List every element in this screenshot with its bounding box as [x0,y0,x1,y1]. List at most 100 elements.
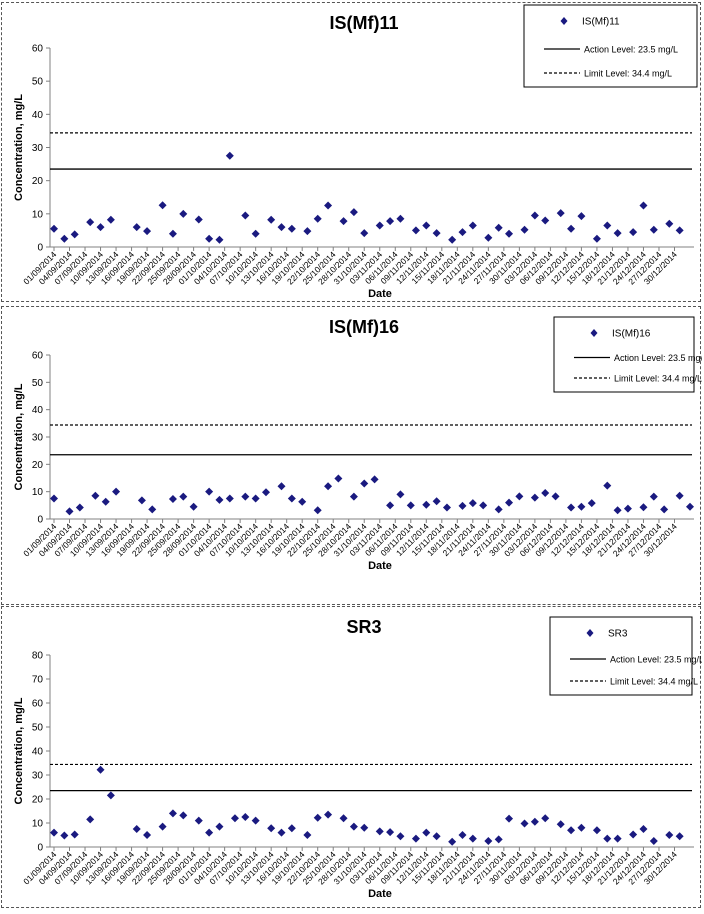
data-point [287,824,296,833]
y-tick-label: 10 [32,487,44,498]
y-tick-label: 70 [32,675,44,686]
legend-action-label: Action Level: 23.5 mg/L [584,45,678,55]
data-point [70,830,79,839]
y-tick-label: 60 [32,699,44,710]
data-point [411,226,420,235]
data-point [251,494,260,503]
x-axis-label: Date [368,288,392,300]
data-point [298,497,307,506]
data-point [505,229,514,238]
legend-box [523,4,698,88]
data-point [189,502,198,511]
data-point [613,229,622,238]
data-point [629,228,638,237]
y-tick-label: 80 [32,651,44,662]
data-point [686,502,694,511]
data-point [132,223,141,232]
data-point [448,235,457,244]
data-point [277,482,286,491]
data-point [339,814,348,823]
y-tick-label: 20 [32,176,44,187]
data-point [613,506,622,515]
data-point [168,229,177,238]
data-point [551,492,560,501]
data-point [649,837,658,845]
data-point [50,828,58,837]
data-point [422,500,431,509]
chart-svg: IS(Mf)11 0 10 20 30 40 50 60 Concentration, mg/L… [13,4,698,300]
data-point [158,201,167,210]
data-point [349,492,358,501]
data-point [303,227,312,236]
data-point [649,492,658,501]
data-point [50,224,58,233]
legend-marker-diamond [590,329,598,337]
data-point [205,234,214,243]
data-point [179,492,188,501]
x-axis-label: Date [368,888,392,900]
data-point [386,828,395,837]
data-point [168,495,177,504]
data-point [132,825,141,833]
chart-panel: IS(Mf)11 0 10 20 30 40 50 60 Concentration, mg/L… [1,2,701,302]
data-point [179,209,188,218]
data-point [556,209,565,218]
data-point [458,228,467,237]
data-point [60,831,69,840]
y-tick-label: 0 [37,843,43,854]
chart-svg: IS(Mf)16 0 10 20 30 40 50 60 Concentration, mg/L… [13,316,704,572]
legend-limit-label: Limit Level: 34.4 mg/L [614,374,702,384]
data-point [660,505,669,514]
y-tick-label: 40 [32,110,44,121]
data-point [143,831,152,839]
data-point [230,814,239,823]
y-tick-label: 60 [32,44,44,55]
legend-box [549,616,693,696]
data-point [70,230,79,239]
data-point [505,814,514,823]
data-point [458,501,467,510]
data-point [665,831,674,839]
data-point [411,834,420,843]
data-point [675,491,684,500]
data-point [448,837,457,846]
data-point [287,224,296,233]
y-tick-label: 20 [32,795,44,806]
data-point [137,496,146,505]
data-point [215,822,224,831]
data-point [143,227,152,236]
y-tick-label: 60 [32,351,44,362]
data-point [432,497,441,506]
chart-panel: SR3 0 10 20 30 40 50 60 70 80 Concentration, mg/L 0… [1,606,704,908]
data-point [50,494,58,503]
data-point [484,837,493,845]
data-point [592,826,601,835]
data-point [613,834,622,843]
data-point [96,765,105,774]
data-point [603,834,612,843]
data-point [577,212,586,221]
legend-action-label: Action Level: 23.5 mg/L [614,353,702,363]
data-point [91,491,100,500]
data-point [168,809,177,818]
data-point [324,482,333,491]
data-point [287,494,296,503]
data-point [215,235,224,244]
data-point [541,216,550,225]
data-point [360,479,369,488]
data-point [665,219,674,228]
y-tick-label: 0 [37,243,43,254]
data-point [215,495,224,504]
data-point [567,826,576,835]
data-point [629,830,638,839]
data-point [468,499,477,508]
data-point [494,223,503,232]
y-tick-label: 10 [32,819,44,830]
data-point [458,831,467,839]
y-tick-label: 40 [32,405,44,416]
data-point [313,506,322,515]
data-point [623,504,632,513]
y-tick-label: 50 [32,723,44,734]
data-point [375,221,384,230]
